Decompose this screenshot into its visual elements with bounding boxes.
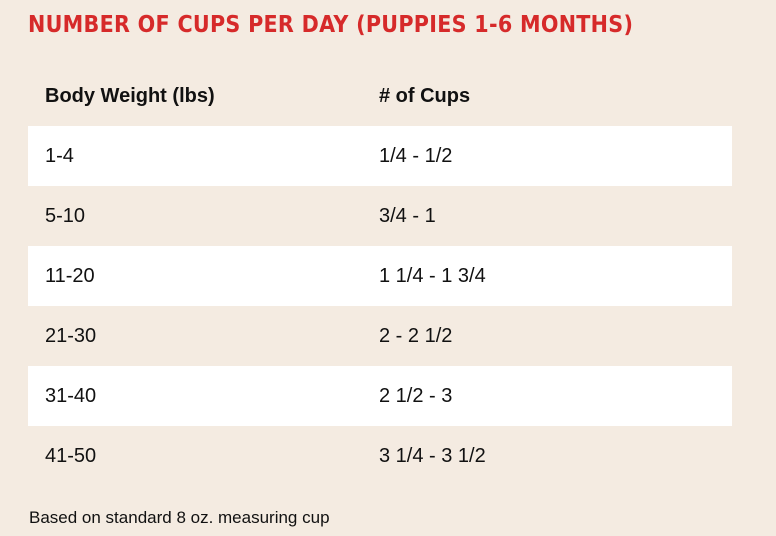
header-body-weight: Body Weight (lbs)	[45, 84, 215, 107]
weight-cell: 1-4	[45, 144, 74, 167]
weight-cell: 41-50	[45, 444, 97, 467]
table-header-row: Body Weight (lbs) # of Cups	[28, 66, 732, 126]
header-cups: # of Cups	[379, 84, 471, 107]
cups-cell: 3 1/4 - 3 1/2	[379, 444, 486, 467]
feeding-table: Body Weight (lbs) # of Cups 1-4 1/4 - 1/…	[28, 66, 732, 486]
page-title: NUMBER OF CUPS PER DAY (PUPPIES 1-6 MONT…	[28, 12, 634, 38]
table-row: 31-40 2 1/2 - 3	[28, 366, 732, 426]
table-row: 11-20 1 1/4 - 1 3/4	[28, 246, 732, 306]
weight-cell: 21-30	[45, 324, 97, 347]
table-row: 41-50 3 1/4 - 3 1/2	[28, 426, 732, 486]
table-row: 5-10 3/4 - 1	[28, 186, 732, 246]
weight-cell: 31-40	[45, 384, 97, 407]
cups-cell: 1 1/4 - 1 3/4	[379, 264, 486, 287]
table-row: 21-30 2 - 2 1/2	[28, 306, 732, 366]
weight-cell: 5-10	[45, 204, 86, 227]
footnote: Based on standard 8 oz. measuring cup	[29, 508, 330, 527]
weight-cell: 11-20	[45, 264, 95, 287]
cups-cell: 2 - 2 1/2	[379, 324, 453, 347]
cups-cell: 3/4 - 1	[379, 204, 436, 227]
cups-cell: 1/4 - 1/2	[379, 144, 453, 167]
table-row: 1-4 1/4 - 1/2	[28, 126, 732, 186]
cups-cell: 2 1/2 - 3	[379, 384, 453, 407]
